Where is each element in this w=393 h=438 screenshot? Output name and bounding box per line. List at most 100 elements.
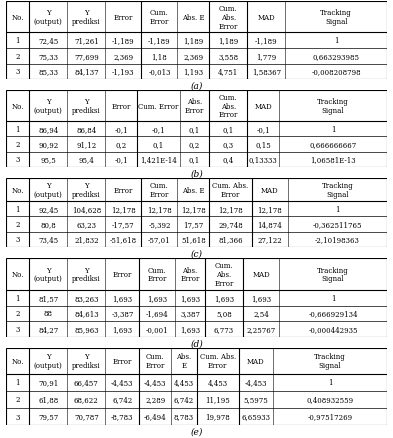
Text: 1,693: 1,693: [180, 325, 200, 333]
Text: 21,832: 21,832: [74, 236, 99, 244]
Text: Y
prediksi: Y prediksi: [72, 98, 101, 115]
Text: 2,369: 2,369: [183, 53, 204, 60]
Text: -4,453: -4,453: [111, 378, 134, 386]
Text: 3: 3: [15, 156, 20, 164]
Text: 79,57: 79,57: [38, 413, 59, 420]
Text: 1,189: 1,189: [183, 37, 204, 45]
Text: 1,58367: 1,58367: [252, 68, 281, 76]
Text: Cum. Abs.
Error: Cum. Abs. Error: [200, 353, 236, 370]
Text: Y
(output): Y (output): [34, 182, 62, 198]
Text: -3,387: -3,387: [111, 310, 134, 318]
Text: 63,23: 63,23: [76, 221, 96, 229]
Text: -8,783: -8,783: [111, 413, 134, 420]
Text: Error: Error: [114, 14, 133, 22]
Text: MAD: MAD: [247, 357, 264, 365]
Text: 88: 88: [44, 310, 53, 318]
Text: -5,392: -5,392: [148, 221, 171, 229]
Text: 1,693: 1,693: [180, 294, 200, 302]
Text: MAD: MAD: [254, 102, 272, 110]
Text: -0,362511765: -0,362511765: [312, 221, 362, 229]
Text: (a): (a): [190, 81, 203, 90]
Text: 1: 1: [15, 125, 20, 134]
Text: Tracking
Signal: Tracking Signal: [317, 266, 349, 283]
Text: (b): (b): [190, 169, 203, 178]
Text: Tracking
Signal: Tracking Signal: [321, 182, 353, 198]
Text: 6,742: 6,742: [112, 396, 132, 403]
Text: 1,06581E-13: 1,06581E-13: [310, 156, 356, 164]
Text: 2: 2: [15, 221, 20, 229]
Text: -0,008208798: -0,008208798: [312, 68, 361, 76]
Text: No.: No.: [11, 14, 24, 22]
Text: 95,4: 95,4: [79, 156, 94, 164]
Text: -6,494: -6,494: [144, 413, 167, 420]
Text: 1: 1: [15, 205, 20, 213]
Text: -0,97517269: -0,97517269: [307, 413, 353, 420]
Text: 0,3: 0,3: [223, 141, 234, 149]
Text: 51,618: 51,618: [181, 236, 206, 244]
Text: -0,1: -0,1: [152, 125, 165, 134]
Text: 3,558: 3,558: [218, 53, 238, 60]
Text: 12,178: 12,178: [218, 205, 243, 213]
Text: 1: 1: [15, 294, 20, 302]
Text: 80,8: 80,8: [40, 221, 56, 229]
Text: 75,33: 75,33: [38, 53, 58, 60]
Text: Y
prediksi: Y prediksi: [72, 9, 101, 26]
Text: Y
prediksi: Y prediksi: [72, 353, 101, 370]
Text: Abs.
Error: Abs. Error: [180, 266, 200, 283]
Text: (d): (d): [190, 339, 203, 347]
Text: 2,25767: 2,25767: [246, 325, 276, 333]
Text: MAD: MAD: [261, 186, 278, 194]
Text: Y
(output): Y (output): [34, 98, 62, 115]
Text: 1,693: 1,693: [112, 294, 132, 302]
Text: 2: 2: [15, 141, 20, 149]
Text: 1,421E-14: 1,421E-14: [140, 156, 177, 164]
Text: 29,748: 29,748: [218, 221, 243, 229]
Text: -0,666929134: -0,666929134: [309, 310, 358, 318]
Text: Y
(output): Y (output): [34, 9, 62, 26]
Text: 70,787: 70,787: [74, 413, 99, 420]
Text: 91,12: 91,12: [76, 141, 97, 149]
Text: 4,453: 4,453: [208, 378, 228, 386]
Text: Cum.
Error: Cum. Error: [148, 266, 167, 283]
Text: 3: 3: [15, 236, 20, 244]
Text: 1: 1: [331, 125, 335, 134]
Text: 14,874: 14,874: [257, 221, 282, 229]
Text: Cum.
Error: Cum. Error: [150, 182, 169, 198]
Text: 68,622: 68,622: [74, 396, 99, 403]
Text: 0,1: 0,1: [189, 156, 200, 164]
Text: 86,84: 86,84: [76, 125, 97, 134]
Text: 3: 3: [15, 325, 20, 333]
Text: Tracking
Signal: Tracking Signal: [317, 98, 349, 115]
Text: 2,289: 2,289: [145, 396, 165, 403]
Text: 61,88: 61,88: [38, 396, 59, 403]
Text: Cum.
Error: Cum. Error: [150, 9, 169, 26]
Text: Error: Error: [114, 186, 133, 194]
Text: MAD: MAD: [257, 14, 275, 22]
Text: 90,92: 90,92: [38, 141, 59, 149]
Text: 81,366: 81,366: [218, 236, 243, 244]
Text: 12,178: 12,178: [147, 205, 172, 213]
Text: (c): (c): [191, 249, 202, 258]
Text: 11,195: 11,195: [205, 396, 230, 403]
Text: -1,189: -1,189: [112, 37, 135, 45]
Text: -0,1: -0,1: [256, 125, 270, 134]
Text: 95,5: 95,5: [40, 156, 56, 164]
Text: -1,193: -1,193: [112, 68, 135, 76]
Text: 6,773: 6,773: [214, 325, 234, 333]
Text: Error: Error: [113, 270, 132, 279]
Text: 5,08: 5,08: [216, 310, 232, 318]
Text: 71,261: 71,261: [74, 37, 99, 45]
Text: -0,1: -0,1: [114, 156, 128, 164]
Text: 17,57: 17,57: [183, 221, 204, 229]
Text: 0,408932559: 0,408932559: [307, 396, 353, 403]
Text: 3,387: 3,387: [180, 310, 200, 318]
Text: 1,693: 1,693: [147, 294, 167, 302]
Text: Cum.
Abs.
Error: Cum. Abs. Error: [219, 5, 238, 31]
Text: 86,94: 86,94: [38, 125, 59, 134]
Text: Cum.
Error: Cum. Error: [145, 353, 165, 370]
Text: Abs. E: Abs. E: [182, 14, 205, 22]
Text: 72,45: 72,45: [38, 37, 59, 45]
Text: Abs. E: Abs. E: [182, 186, 205, 194]
Text: -1,189: -1,189: [148, 37, 171, 45]
Text: 84,613: 84,613: [74, 310, 99, 318]
